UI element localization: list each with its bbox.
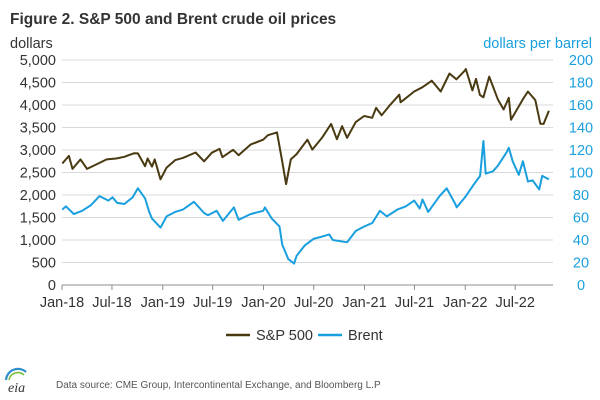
left-axis-title: dollars	[10, 36, 53, 52]
eia-logo: eia	[4, 367, 27, 396]
y-right-tick-label: 120	[569, 143, 593, 159]
left-y-axis: 0 500 1,000 1,500 2,000 2,500 3,000 3,500 4,000 4…	[20, 53, 56, 294]
y-right-tick-label: 180	[569, 76, 593, 92]
logo-text: eia	[8, 381, 25, 396]
y-left-tick-label: 1,500	[20, 211, 56, 227]
y-left-tick-label: 0	[48, 278, 56, 294]
logo-arc-icon	[4, 367, 27, 381]
y-left-tick-label: 3,000	[20, 143, 56, 159]
series-line-brent	[61, 140, 550, 265]
x-tick-label: Jul-19	[193, 295, 233, 311]
y-right-tick-label: 80	[573, 188, 589, 204]
legend-label-sp500: S&P 500	[256, 328, 313, 344]
right-y-axis: 0 20 40 60 80 100 120 140 160 180 200	[569, 53, 593, 294]
x-tick-label: Jul-18	[92, 295, 132, 311]
y-left-tick-label: 2,500	[20, 166, 56, 182]
y-right-tick-label: 100	[569, 166, 593, 182]
x-tick-label: Jan-21	[342, 295, 386, 311]
x-tick-label: Jan-20	[241, 295, 285, 311]
y-left-tick-label: 500	[32, 256, 56, 272]
y-right-tick-label: 200	[569, 53, 593, 69]
x-tick-label: Jul-21	[395, 295, 435, 311]
legend: S&P 500 Brent	[226, 328, 383, 344]
y-left-tick-label: 1,000	[20, 233, 56, 249]
series-line-sp500	[61, 68, 550, 186]
x-tick-label: Jul-20	[294, 295, 334, 311]
y-left-tick-label: 3,500	[20, 121, 56, 137]
y-left-tick-label: 4,000	[20, 98, 56, 114]
y-left-tick-label: 4,500	[20, 76, 56, 92]
y-right-tick-label: 40	[573, 233, 589, 249]
y-right-tick-label: 20	[573, 256, 589, 272]
y-left-tick-label: 5,000	[20, 53, 56, 69]
y-right-tick-label: 0	[577, 278, 585, 294]
x-tick-label: Jan-22	[443, 295, 487, 311]
y-right-tick-label: 160	[569, 98, 593, 114]
x-tick-label: Jan-18	[40, 295, 84, 311]
legend-label-brent: Brent	[348, 328, 383, 344]
x-tick-label: Jan-19	[141, 295, 185, 311]
source-note: Data source: CME Group, Intercontinental…	[56, 380, 381, 391]
right-axis-title: dollars per barrel	[483, 36, 592, 52]
y-right-tick-label: 60	[573, 211, 589, 227]
chart-title: Figure 2. S&P 500 and Brent crude oil pr…	[10, 11, 336, 28]
x-axis: Jan-18 Jul-18 Jan-19 Jul-19 Jan-20 Jul-20 Jan-…	[40, 284, 553, 311]
y-left-tick-label: 2,000	[20, 188, 56, 204]
x-tick-label: Jul-22	[495, 295, 535, 311]
logo-arc-inner-icon	[8, 371, 25, 381]
series-group	[61, 68, 550, 265]
y-right-tick-label: 140	[569, 121, 593, 137]
